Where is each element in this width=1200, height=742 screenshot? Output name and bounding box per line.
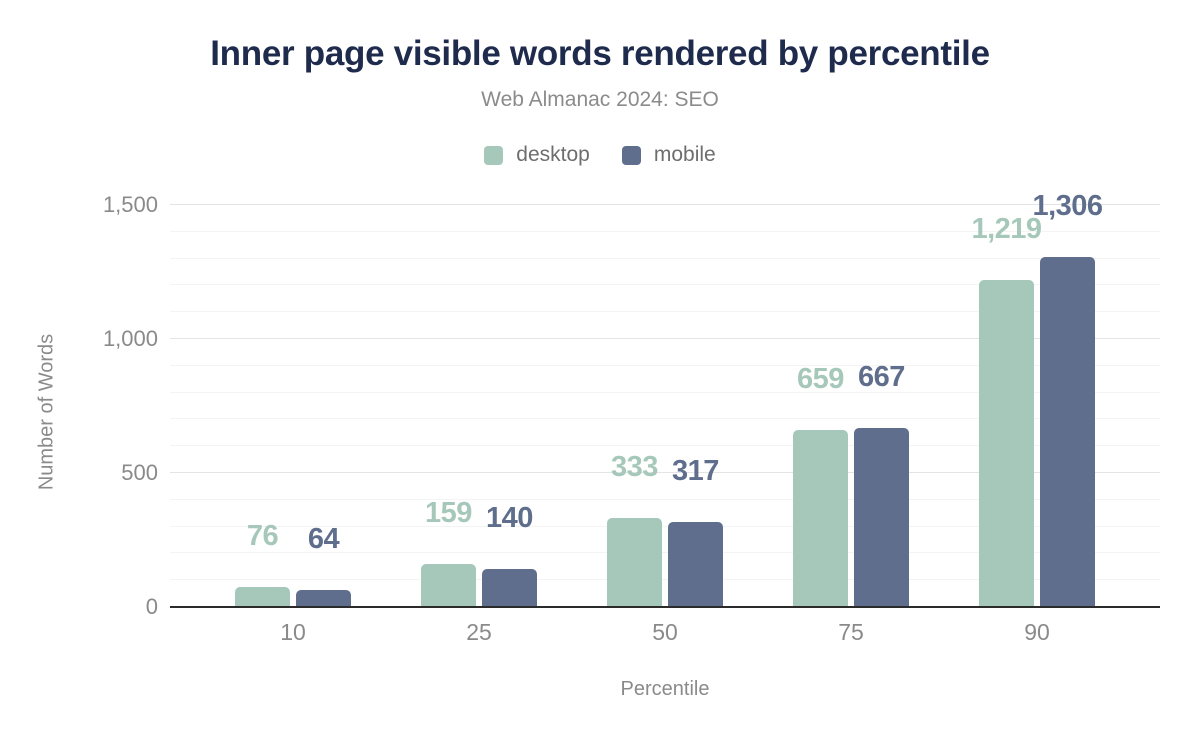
bar-label-mobile-p25: 140 xyxy=(486,502,533,534)
bar-desktop-p75[interactable] xyxy=(793,430,848,607)
gridline-300 xyxy=(170,525,1160,527)
gridline-400 xyxy=(170,498,1160,500)
gridline-200 xyxy=(170,552,1160,554)
x-axis-line xyxy=(170,606,1160,608)
gridline-1500 xyxy=(170,204,1160,205)
bar-label-desktop-p75: 659 xyxy=(797,363,844,395)
gridline-800 xyxy=(170,391,1160,393)
bar-label-desktop-p50: 333 xyxy=(611,451,658,483)
x-tick-50: 50 xyxy=(652,619,678,645)
gridline-1000 xyxy=(170,338,1160,339)
gridline-900 xyxy=(170,364,1160,366)
gridline-1100 xyxy=(170,311,1160,313)
y-tick-0: 0 xyxy=(145,594,158,619)
gridline-600 xyxy=(170,445,1160,447)
chart-title: Inner page visible words rendered by per… xyxy=(210,34,990,73)
bar-label-mobile-p10: 64 xyxy=(307,523,340,555)
legend-label-mobile: mobile xyxy=(653,143,716,166)
bar-label-desktop-p25: 159 xyxy=(425,497,472,529)
bar-desktop-p25[interactable] xyxy=(421,564,476,607)
bar-mobile-p25[interactable] xyxy=(482,569,537,607)
legend-item-desktop[interactable]: desktop xyxy=(484,143,590,167)
y-tick-1,000: 1,000 xyxy=(102,326,158,351)
bar-label-mobile-p90: 1,306 xyxy=(1032,190,1103,222)
bar-mobile-p10[interactable] xyxy=(296,590,351,607)
plot-area: 76 159 333 659 1,219 64 140 317 667 1,306 xyxy=(170,192,1160,608)
legend-item-mobile[interactable]: mobile xyxy=(621,143,716,167)
bar-desktop-p10[interactable] xyxy=(235,587,290,607)
x-tick-25: 25 xyxy=(466,619,492,645)
legend-swatch-desktop xyxy=(484,145,504,165)
gridline-700 xyxy=(170,418,1160,420)
x-tick-90: 90 xyxy=(1024,619,1050,645)
gridline-1400 xyxy=(170,230,1160,232)
x-tick-75: 75 xyxy=(838,619,864,645)
legend: desktop mobile xyxy=(0,143,1200,167)
gridline-1300 xyxy=(170,257,1160,259)
legend-swatch-mobile xyxy=(621,145,641,165)
bar-mobile-p50[interactable] xyxy=(668,522,723,607)
bar-desktop-p50[interactable] xyxy=(607,518,662,607)
x-axis-title: Percentile xyxy=(620,678,710,700)
gridline-1200 xyxy=(170,284,1160,286)
chart-subtitle: Web Almanac 2024: SEO xyxy=(481,88,719,111)
gridline-100 xyxy=(170,579,1160,581)
bar-desktop-p90[interactable] xyxy=(979,280,1034,607)
x-tick-10: 10 xyxy=(280,619,306,645)
bar-mobile-p75[interactable] xyxy=(854,428,909,607)
bar-mobile-p90[interactable] xyxy=(1040,257,1095,607)
bar-label-desktop-p90: 1,219 xyxy=(971,213,1042,245)
gridline-500 xyxy=(170,472,1160,473)
y-tick-1,500: 1,500 xyxy=(102,192,158,217)
legend-label-desktop: desktop xyxy=(516,143,590,166)
bar-label-mobile-p75: 667 xyxy=(858,361,905,393)
y-tick-500: 500 xyxy=(121,460,158,485)
